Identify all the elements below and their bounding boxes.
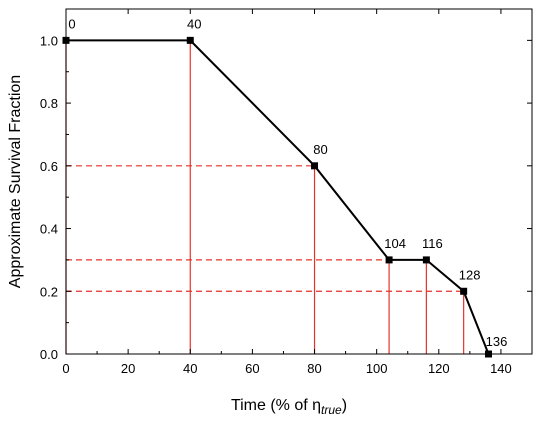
x-tick-label: 80 xyxy=(307,361,321,376)
data-point-marker xyxy=(186,36,194,44)
point-label: 104 xyxy=(384,236,406,251)
axis-ticks: 0 20 40 60 80 100 120 140 0.0 0.2 0.4 0.6 0.8 1.0 xyxy=(40,8,532,376)
plot-frame xyxy=(65,8,533,355)
point-label: 40 xyxy=(187,16,201,31)
y-tick-label: 0.6 xyxy=(40,159,58,174)
x-axis-label-suffix: ) xyxy=(342,397,347,414)
point-labels: 0 40 80 104 116 128 136 xyxy=(68,16,507,349)
x-tick-label: 140 xyxy=(490,361,512,376)
point-label: 116 xyxy=(422,236,443,251)
point-label: 0 xyxy=(68,16,75,31)
y-tick-label: 0.4 xyxy=(40,222,58,237)
point-label: 136 xyxy=(486,334,508,349)
y-tick-label: 1.0 xyxy=(40,33,58,48)
reference-lines xyxy=(65,39,465,354)
x-tick-label: 20 xyxy=(121,361,135,376)
point-label: 80 xyxy=(313,142,327,157)
x-tick-label: 0 xyxy=(62,361,69,376)
point-label: 128 xyxy=(459,267,481,282)
y-tick-label: 0.0 xyxy=(40,347,58,362)
y-tick-label: 0.2 xyxy=(40,284,58,299)
x-tick-label: 40 xyxy=(183,361,197,376)
series-line xyxy=(66,39,490,355)
x-tick-label: 60 xyxy=(245,361,259,376)
x-axis-label: Time (% of ηtrue) xyxy=(231,397,347,417)
data-point-marker xyxy=(385,256,393,264)
data-point-marker xyxy=(311,162,319,170)
x-tick-label: 100 xyxy=(366,361,388,376)
data-point-marker xyxy=(460,287,468,295)
data-point-marker xyxy=(422,256,430,264)
y-axis-label: Approximate Survival Fraction xyxy=(7,75,24,288)
data-series xyxy=(62,36,493,358)
x-axis-label-main: Time (% of η xyxy=(231,397,321,414)
x-axis-label-subscript: true xyxy=(321,403,342,417)
x-tick-label: 120 xyxy=(428,361,450,376)
y-tick-label: 0.8 xyxy=(40,96,58,111)
